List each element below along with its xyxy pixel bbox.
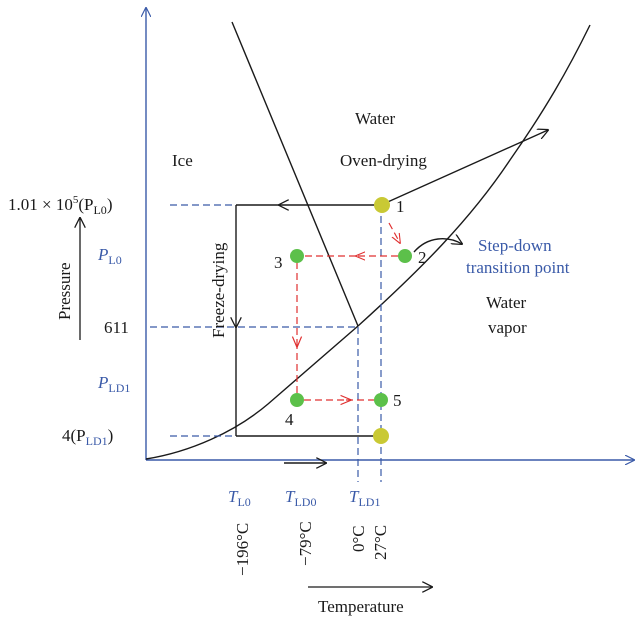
x-tick-tld0: TLD0 <box>285 487 316 509</box>
sublimation-vaporization-curve <box>145 24 591 460</box>
point-labels: 1 2 3 4 5 <box>274 197 427 429</box>
point-2 <box>398 249 412 263</box>
x-tick-tl0: TL0 <box>228 487 251 509</box>
water-vapor-label-2: vapor <box>488 318 527 337</box>
point-3-label: 3 <box>274 253 283 272</box>
x-celsius-ticks: −196°C −79°C 0°C 27°C <box>233 521 390 576</box>
point-4-label: 4 <box>285 410 294 429</box>
y-tick-atm: 1.01 × 105(PL0) <box>8 194 112 217</box>
red-1-2 <box>388 222 400 243</box>
step-down-path <box>297 222 400 400</box>
point-1 <box>374 197 390 213</box>
x-tick-tld1: TLD1 <box>349 487 380 509</box>
oven-drying-arrow <box>380 130 548 206</box>
point-3 <box>290 249 304 263</box>
y-tick-4: 4(PLD1) <box>62 426 113 448</box>
step-down-line2: transition point <box>466 258 570 277</box>
point-2-label: 2 <box>418 248 427 267</box>
x-axis-label: Temperature <box>318 597 404 616</box>
oven-drying-label: Oven-drying <box>340 151 427 170</box>
y-tick-pld1: PLD1 <box>97 373 130 395</box>
x-tick-27c: 27°C <box>371 525 390 560</box>
melting-curve <box>231 21 359 327</box>
point-1-label: 1 <box>396 197 405 216</box>
x-tick-79c: −79°C <box>296 521 315 566</box>
point-5-label: 5 <box>393 391 402 410</box>
ice-region-label: Ice <box>172 151 193 170</box>
water-region-label: Water <box>355 109 395 128</box>
step-down-label: Step-down transition point <box>466 236 570 277</box>
step-down-arrow <box>413 239 462 253</box>
water-vapor-label-1: Water <box>486 293 526 312</box>
y-tick-611: 611 <box>104 318 129 337</box>
x-tick-0c: 0°C <box>349 525 368 552</box>
freeze-drying-label: Freeze-drying <box>209 242 228 338</box>
y-axis-label: Pressure <box>55 262 74 320</box>
point-bottom <box>373 428 389 444</box>
x-tick-196c: −196°C <box>233 523 252 576</box>
point-4 <box>290 393 304 407</box>
region-labels: Water Oven-drying Ice Water vapor <box>172 109 527 337</box>
point-5 <box>374 393 388 407</box>
guide-lines <box>150 204 382 482</box>
step-down-line1: Step-down <box>478 236 552 255</box>
freeze-drying-path <box>236 205 381 463</box>
y-tick-pl0: PL0 <box>97 245 122 267</box>
